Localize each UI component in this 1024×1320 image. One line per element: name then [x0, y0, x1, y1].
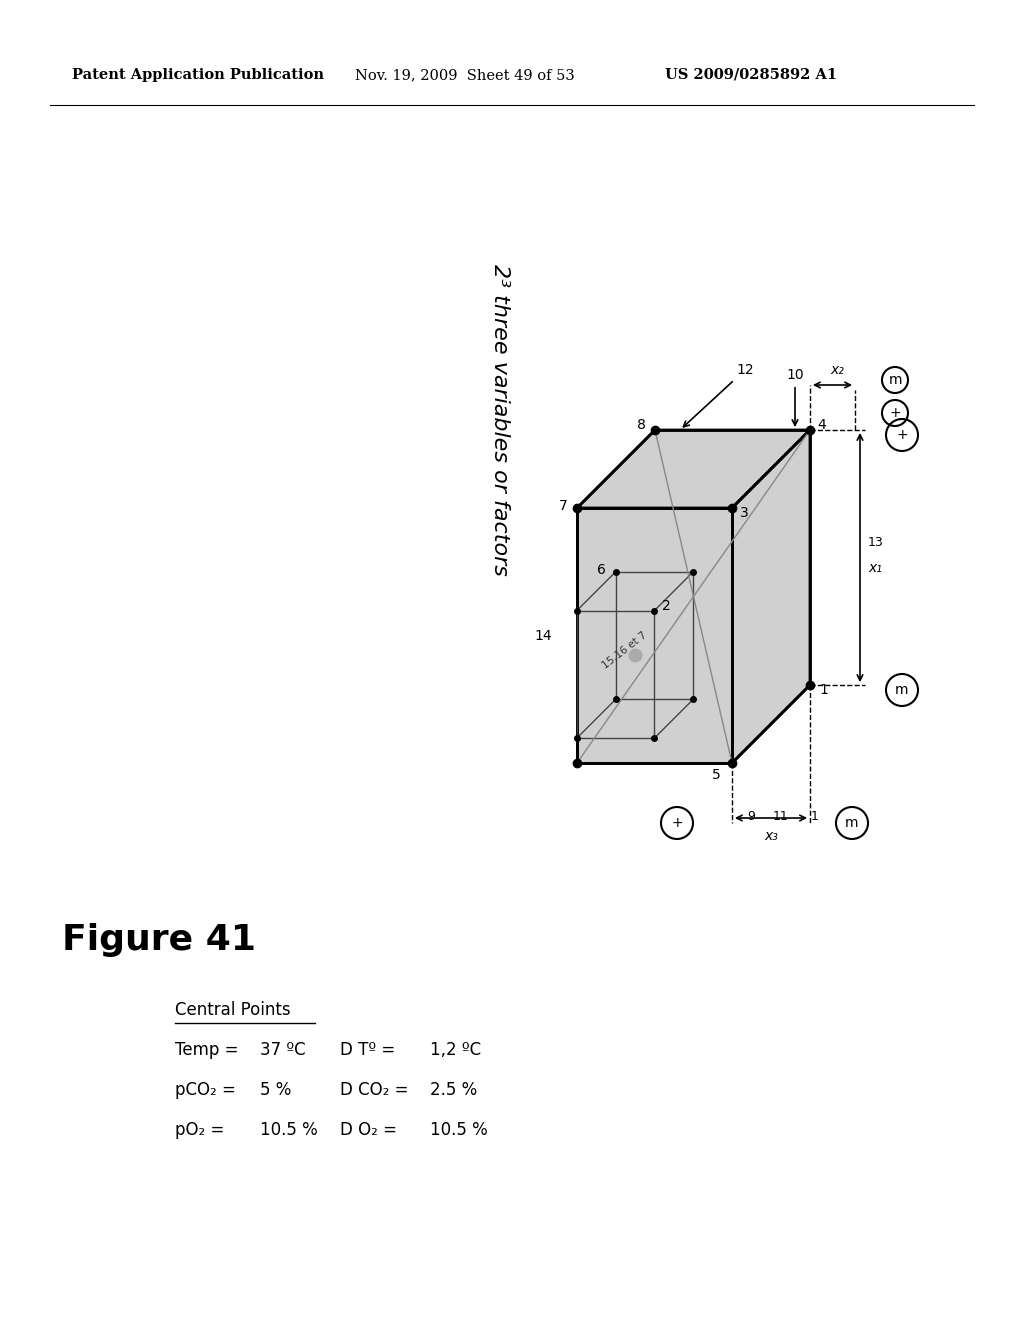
Text: 2.5 %: 2.5 % — [430, 1081, 477, 1100]
Text: 2: 2 — [662, 599, 671, 612]
Text: m: m — [895, 682, 908, 697]
Text: 6: 6 — [597, 562, 606, 577]
Text: +: + — [889, 407, 901, 420]
Text: D Tº =: D Tº = — [340, 1041, 395, 1059]
Text: D CO₂ =: D CO₂ = — [340, 1081, 409, 1100]
Text: 1,2 ºC: 1,2 ºC — [430, 1041, 481, 1059]
Text: US 2009/0285892 A1: US 2009/0285892 A1 — [665, 69, 838, 82]
Text: 9: 9 — [748, 809, 755, 822]
Text: m: m — [845, 816, 859, 830]
Text: +: + — [896, 428, 908, 442]
Polygon shape — [577, 508, 732, 763]
Text: m: m — [888, 374, 902, 387]
Text: x₂: x₂ — [830, 363, 845, 378]
Text: 5 %: 5 % — [260, 1081, 292, 1100]
Text: 10.5 %: 10.5 % — [260, 1121, 317, 1139]
Text: 10.5 %: 10.5 % — [430, 1121, 487, 1139]
Text: 12: 12 — [683, 363, 754, 426]
Text: D O₂ =: D O₂ = — [340, 1121, 397, 1139]
Polygon shape — [732, 430, 810, 763]
Text: 3: 3 — [739, 506, 749, 520]
Text: 7: 7 — [559, 499, 567, 513]
Text: 15,16 et 7: 15,16 et 7 — [601, 630, 649, 671]
Text: x₁: x₁ — [868, 561, 882, 574]
Text: Patent Application Publication: Patent Application Publication — [72, 69, 324, 82]
Text: 11: 11 — [773, 809, 788, 822]
Text: Nov. 19, 2009  Sheet 49 of 53: Nov. 19, 2009 Sheet 49 of 53 — [355, 69, 574, 82]
Text: 1: 1 — [811, 809, 819, 822]
Text: Figure 41: Figure 41 — [62, 923, 256, 957]
Text: 10: 10 — [786, 368, 804, 425]
Text: x₃: x₃ — [764, 829, 778, 843]
Text: 37 ºC: 37 ºC — [260, 1041, 305, 1059]
Text: pO₂ =: pO₂ = — [175, 1121, 224, 1139]
Text: 1: 1 — [819, 682, 828, 697]
Text: Temp =: Temp = — [175, 1041, 239, 1059]
Text: 5: 5 — [712, 768, 720, 781]
Text: 4: 4 — [817, 418, 826, 432]
Text: 13: 13 — [868, 536, 884, 549]
Text: Central Points: Central Points — [175, 1001, 291, 1019]
Polygon shape — [577, 430, 810, 508]
Text: 8: 8 — [637, 418, 645, 432]
Text: pCO₂ =: pCO₂ = — [175, 1081, 236, 1100]
Text: 2³ three variables or factors: 2³ three variables or factors — [490, 264, 510, 576]
Text: +: + — [671, 816, 683, 830]
Text: 14: 14 — [535, 628, 552, 643]
